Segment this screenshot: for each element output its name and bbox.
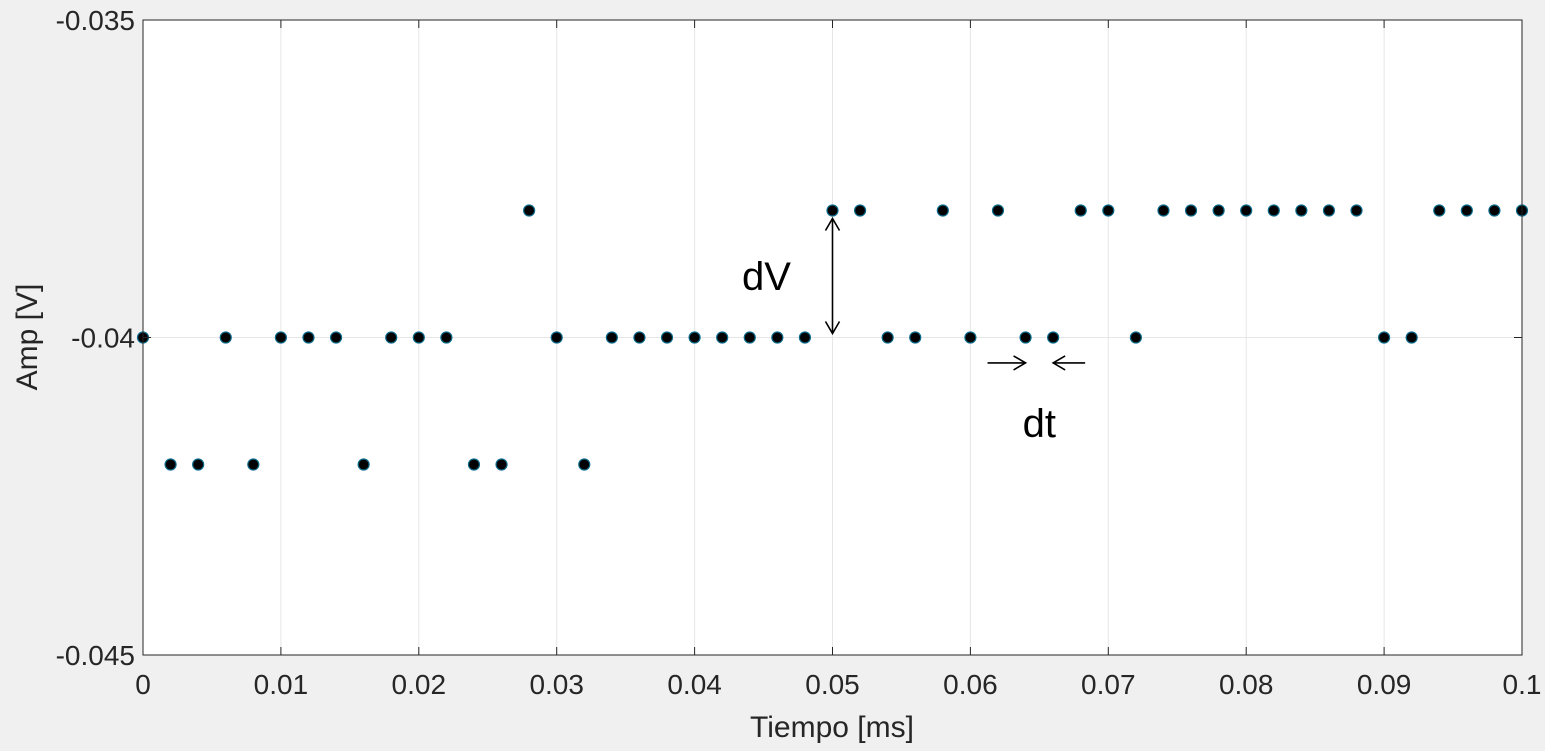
data-point [164,458,177,471]
data-point [1488,204,1501,217]
data-point [1405,331,1418,344]
data-point [1377,331,1391,344]
data-point [826,204,839,217]
data-point [1184,204,1198,217]
data-point [357,458,370,471]
y-axis-label: Amp [V] [11,284,44,391]
data-point [412,331,425,344]
data-point [1460,204,1473,217]
dt-arrow-left-head [1013,355,1028,371]
data-point [716,331,729,344]
data-point [219,331,232,344]
data-point [991,204,1005,217]
data-point [1240,204,1253,217]
data-point [329,331,343,344]
data-point [853,204,867,217]
x-tick-label: 0.05 [805,669,860,700]
x-axis-label: Tiempo [ms] [750,711,914,744]
data-point [936,204,949,217]
x-tick-label: 0.04 [667,669,722,700]
data-point [1322,204,1336,217]
data-point [1295,204,1308,217]
dt-annotation-label: dt [1023,402,1056,446]
data-point [743,331,756,344]
data-point [192,458,205,471]
data-point [440,331,453,344]
data-point [633,331,646,344]
data-point [1102,204,1115,217]
data-point [550,331,563,344]
data-point [1433,204,1446,217]
data-point [578,458,591,471]
ticks: 0 0.01 0.02 0.03 0.04 0.05 0.06 0.07 0.08 0.09 0.1… [56,5,1542,700]
data-point [302,331,315,344]
data-point [909,331,922,344]
x-tick-label: 0.03 [529,669,584,700]
data-point [1212,204,1225,217]
x-tick-label: 0.09 [1357,669,1412,700]
data-point [523,204,536,217]
y-tick-label: -0.04 [71,323,135,354]
y-tick-label: -0.045 [56,640,135,671]
data-point [688,331,701,344]
x-tick-label: 0.06 [943,669,998,700]
dv-arrow-head-down [824,321,841,336]
annotations: dV dt [742,216,1086,446]
data-point [1047,331,1060,344]
x-tick-label: 0.08 [1219,669,1274,700]
dt-arrow-right-head [1051,355,1066,371]
data-point [467,458,481,471]
data-point [247,458,260,471]
data-point [495,458,508,471]
x-tick-label: 0.07 [1081,669,1136,700]
data-point [1129,331,1142,344]
data-point [1074,204,1087,217]
x-tick-label: 0.02 [392,669,447,700]
data-point [1267,204,1280,217]
data-point [771,331,784,344]
data-point [881,331,894,344]
data-point [964,331,977,344]
x-tick-label: 0.1 [1503,669,1542,700]
y-tick-label: -0.035 [56,5,135,36]
data-point [660,331,674,344]
data-point [1350,204,1363,217]
data-point [385,331,398,344]
x-tick-label: 0.01 [254,669,309,700]
data-point [1157,204,1170,217]
data-point [274,331,287,344]
data-point [605,331,618,344]
dv-arrow-head-up [824,216,841,231]
data-point [798,331,812,344]
dv-annotation-label: dV [742,255,791,299]
data-point [1019,331,1032,344]
data-points [136,204,1529,471]
x-tick-label: 0 [135,669,151,700]
